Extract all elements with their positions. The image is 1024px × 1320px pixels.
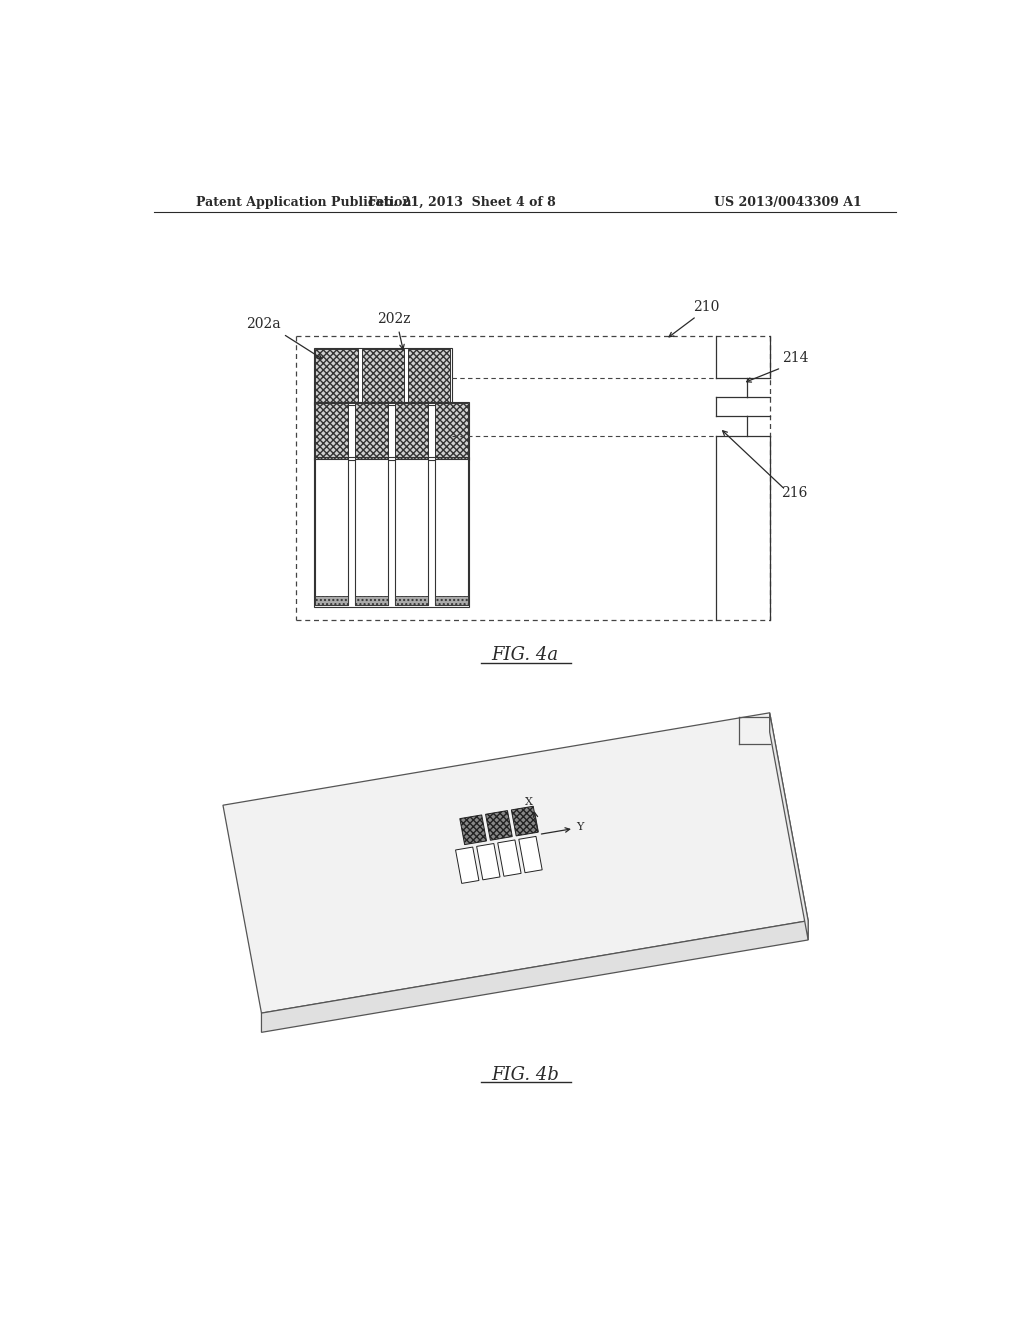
Bar: [315, 595, 348, 605]
Polygon shape: [498, 840, 521, 876]
Bar: [408, 350, 451, 404]
Text: FIG. 4a: FIG. 4a: [492, 645, 558, 664]
Bar: [355, 404, 388, 458]
Polygon shape: [511, 807, 538, 836]
Text: FIG. 4b: FIG. 4b: [490, 1065, 559, 1084]
Bar: [395, 459, 428, 605]
Polygon shape: [223, 713, 808, 1014]
Text: Patent Application Publication: Patent Application Publication: [196, 195, 412, 209]
Bar: [395, 404, 428, 458]
Bar: [315, 350, 357, 404]
Bar: [313, 348, 452, 405]
Polygon shape: [519, 837, 542, 873]
Text: 214: 214: [782, 351, 809, 366]
Text: 216: 216: [781, 486, 808, 500]
Text: 210: 210: [692, 300, 719, 314]
Polygon shape: [460, 814, 486, 845]
Bar: [395, 595, 428, 605]
Polygon shape: [485, 810, 512, 841]
Text: Y: Y: [577, 822, 584, 832]
Bar: [361, 350, 403, 404]
Text: 202z: 202z: [377, 313, 411, 326]
Bar: [315, 404, 348, 458]
Bar: [435, 459, 468, 605]
Polygon shape: [476, 843, 500, 880]
Text: Feb. 21, 2013  Sheet 4 of 8: Feb. 21, 2013 Sheet 4 of 8: [368, 195, 556, 209]
Polygon shape: [456, 847, 479, 883]
Bar: [435, 595, 468, 605]
Polygon shape: [770, 713, 808, 940]
Bar: [315, 459, 348, 605]
Bar: [435, 404, 468, 458]
Text: 202a: 202a: [246, 317, 281, 331]
Text: US 2013/0043309 A1: US 2013/0043309 A1: [715, 195, 862, 209]
Polygon shape: [261, 921, 808, 1032]
Bar: [313, 401, 469, 461]
Text: X: X: [524, 797, 532, 807]
Bar: [355, 595, 388, 605]
Bar: [313, 457, 469, 607]
Bar: [355, 459, 388, 605]
